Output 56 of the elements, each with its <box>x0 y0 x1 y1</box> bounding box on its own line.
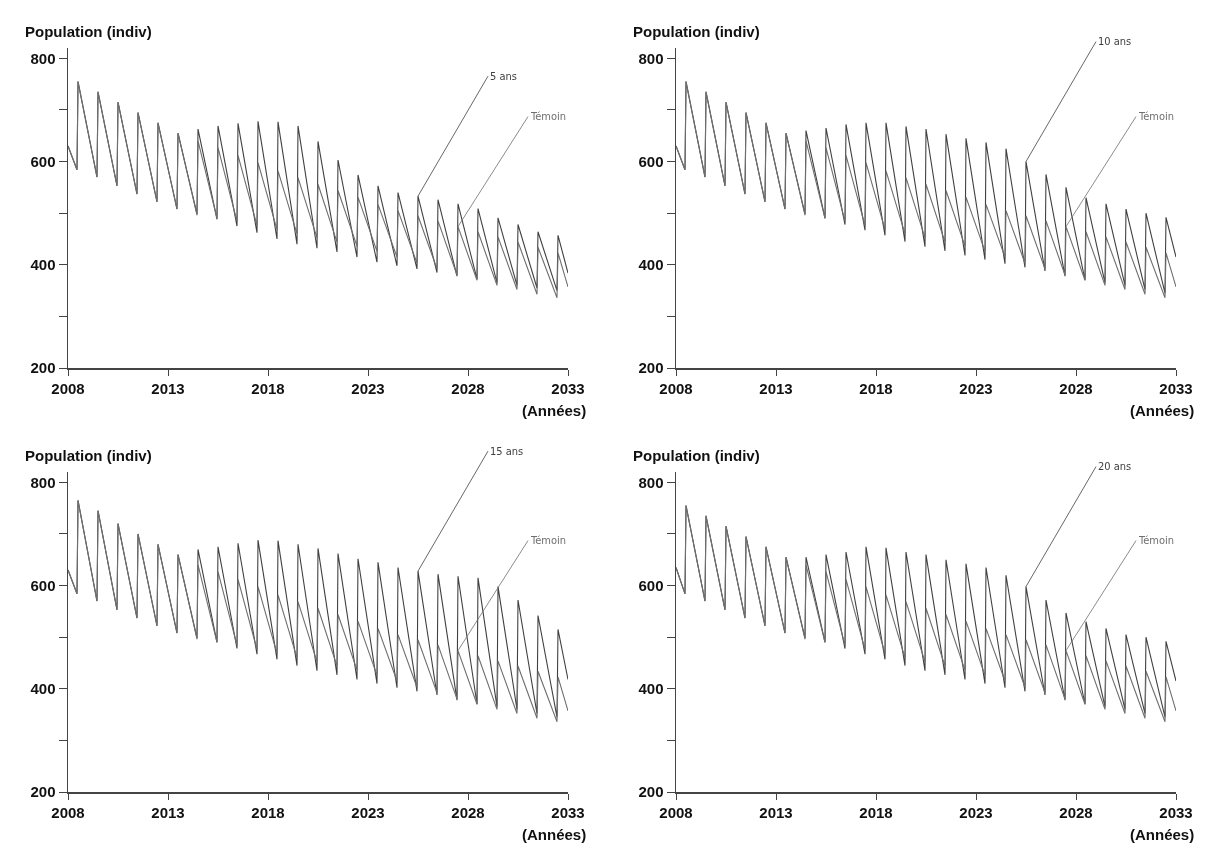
y-tick-label: 600 <box>30 152 56 170</box>
text: 10 ans <box>1098 35 1132 48</box>
y-tick-label: 800 <box>638 49 664 67</box>
y-tick-label: 200 <box>30 783 56 801</box>
text: 20 ans <box>1098 460 1132 473</box>
y-tick-label: 800 <box>30 473 56 491</box>
x-tick-label: 2033 <box>551 379 585 397</box>
x-tick-label: 2028 <box>1059 803 1093 821</box>
text: Témoin <box>530 110 566 123</box>
y-axis-title: Population (indiv) <box>633 447 760 464</box>
y-tick-label: 400 <box>30 256 56 274</box>
x-tick-label: 2028 <box>451 379 485 397</box>
text: Témoin <box>1138 110 1174 123</box>
text: 15 ans <box>490 445 524 458</box>
x-tick-label: 2023 <box>351 803 385 821</box>
x-axis-title: (Années) <box>1130 402 1195 419</box>
y-tick-label: 600 <box>30 576 56 594</box>
x-tick-label: 2033 <box>1159 379 1193 397</box>
y-tick-label: 200 <box>638 783 664 801</box>
x-tick-label: 2018 <box>859 379 893 397</box>
x-axis-title: (Années) <box>522 826 587 843</box>
x-tick-label: 2018 <box>859 803 893 821</box>
y-tick-label: 800 <box>638 473 664 491</box>
text: Témoin <box>530 534 566 547</box>
x-tick-label: 2008 <box>51 803 85 821</box>
y-tick-label: 600 <box>638 152 664 170</box>
y-axis-title: Population (indiv) <box>25 23 152 40</box>
y-tick-label: 200 <box>30 359 56 377</box>
x-tick-label: 2008 <box>659 803 693 821</box>
y-axis-title: Population (indiv) <box>25 447 152 464</box>
y-tick-label: 600 <box>638 576 664 594</box>
y-tick-label: 400 <box>638 256 664 274</box>
x-tick-label: 2033 <box>551 803 585 821</box>
y-tick-label: 800 <box>30 49 56 67</box>
text: Témoin <box>1138 534 1174 547</box>
x-tick-label: 2023 <box>959 803 993 821</box>
y-tick-label: 400 <box>30 680 56 698</box>
x-tick-label: 2023 <box>351 379 385 397</box>
x-tick-label: 2028 <box>451 803 485 821</box>
x-axis-title: (Années) <box>1130 826 1195 843</box>
x-tick-label: 2013 <box>759 803 793 821</box>
x-tick-label: 2018 <box>251 803 285 821</box>
x-tick-label: 2018 <box>251 379 285 397</box>
x-tick-label: 2033 <box>1159 803 1193 821</box>
y-tick-label: 200 <box>638 359 664 377</box>
x-axis-title: (Années) <box>522 402 587 419</box>
x-tick-label: 2008 <box>659 379 693 397</box>
x-tick-label: 2013 <box>151 803 185 821</box>
y-axis-title: Population (indiv) <box>633 23 760 40</box>
text: 5 ans <box>490 70 517 83</box>
x-tick-label: 2008 <box>51 379 85 397</box>
y-tick-label: 400 <box>638 680 664 698</box>
x-tick-label: 2023 <box>959 379 993 397</box>
x-tick-label: 2013 <box>151 379 185 397</box>
x-tick-label: 2028 <box>1059 379 1093 397</box>
x-tick-label: 2013 <box>759 379 793 397</box>
